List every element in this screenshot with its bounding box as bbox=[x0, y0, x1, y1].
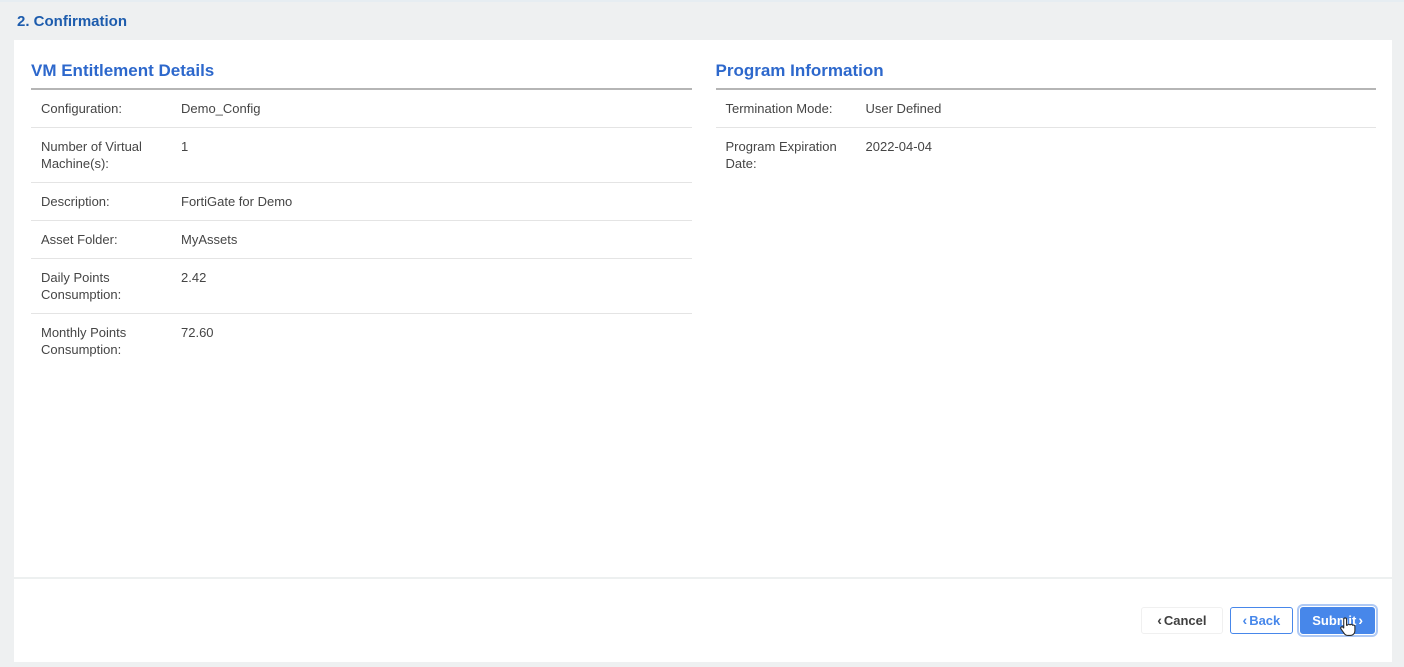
detail-label: Program Expiration Date: bbox=[725, 139, 837, 171]
back-button[interactable]: ‹ Back bbox=[1229, 607, 1294, 634]
detail-value: User Defined bbox=[865, 101, 942, 116]
detail-row: Configuration: Demo_Config bbox=[31, 90, 692, 128]
detail-row: Program Expiration Date: 2022-04-04 bbox=[716, 128, 1377, 182]
card-main: VM Entitlement Details Configuration: Dem… bbox=[14, 40, 1392, 577]
detail-row: Number of Virtual Machine(s): 1 bbox=[31, 128, 692, 183]
detail-value: 2022-04-04 bbox=[865, 139, 933, 154]
section-title: Program Information bbox=[715, 61, 884, 80]
page-title: 2. Confirmation bbox=[17, 12, 128, 30]
detail-label: Description: bbox=[41, 194, 110, 209]
detail-value: 1 bbox=[181, 139, 189, 154]
detail-value: 72.60 bbox=[181, 325, 214, 340]
detail-label: Number of Virtual Machine(s): bbox=[41, 139, 142, 171]
detail-label: Daily Points Consumption: bbox=[41, 270, 122, 302]
detail-label: Asset Folder: bbox=[41, 232, 118, 247]
detail-row: Asset Folder: MyAssets bbox=[31, 221, 692, 259]
cancel-button-label: Cancel bbox=[1163, 613, 1207, 628]
cancel-button[interactable]: ‹ Cancel bbox=[1141, 607, 1223, 634]
detail-value: MyAssets bbox=[181, 232, 238, 247]
back-button-label: Back bbox=[1249, 613, 1281, 628]
detail-label: Configuration: bbox=[41, 101, 122, 116]
detail-row: Termination Mode: User Defined bbox=[715, 90, 1376, 128]
section-title: VM Entitlement Details bbox=[31, 61, 215, 80]
section-vm-entitlement-details: VM Entitlement Details Configuration: Dem… bbox=[31, 60, 692, 577]
chevron-right-icon: › bbox=[1358, 611, 1363, 628]
section-divider bbox=[715, 88, 1376, 90]
detail-row: Daily Points Consumption: 2.42 bbox=[31, 259, 692, 314]
card-footer: ‹ Cancel ‹ Back Submit › bbox=[14, 577, 1392, 662]
chevron-left-icon: ‹ bbox=[1157, 611, 1162, 628]
submit-button[interactable]: Submit › bbox=[1300, 607, 1375, 634]
detail-value: 2.42 bbox=[181, 270, 207, 285]
detail-row: Description: FortiGate for Demo bbox=[31, 183, 692, 221]
section-table: Termination Mode: User Defined Program Exp… bbox=[715, 90, 1377, 182]
detail-row: Monthly Points Consumption: 72.60 bbox=[31, 314, 692, 368]
detail-value: FortiGate for Demo bbox=[181, 194, 293, 209]
detail-value: Demo_Config bbox=[181, 101, 261, 116]
section-table: Configuration: Demo_Config Number of Virtu… bbox=[31, 90, 692, 368]
submit-button-label: Submit bbox=[1312, 613, 1357, 628]
detail-label: Termination Mode: bbox=[725, 101, 833, 116]
section-divider bbox=[31, 88, 692, 90]
section-program-information: Program Information Termination Mode: Use… bbox=[715, 60, 1377, 577]
detail-label: Monthly Points Consumption: bbox=[41, 325, 127, 357]
page-header: 2. Confirmation bbox=[0, 2, 1404, 40]
chevron-left-icon: ‹ bbox=[1242, 611, 1248, 628]
confirmation-card: VM Entitlement Details Configuration: Dem… bbox=[14, 40, 1392, 662]
